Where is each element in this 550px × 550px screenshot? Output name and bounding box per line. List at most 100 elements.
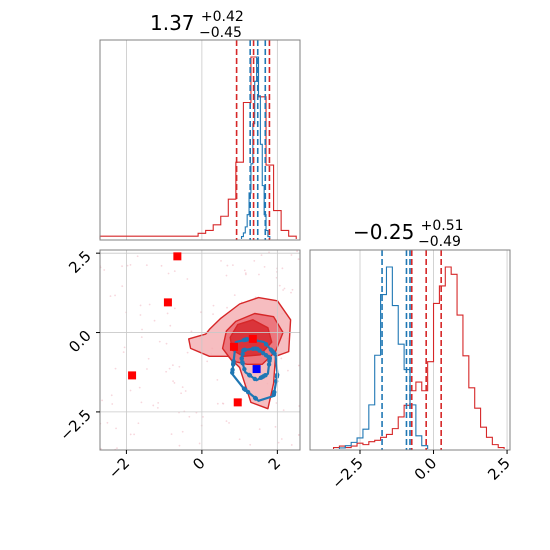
joint-blue-point [230, 370, 235, 375]
marginal-1-grid [126, 40, 278, 240]
joint-sample-point [274, 425, 277, 428]
m1-hist-series-0 [99, 56, 297, 239]
joint-blue-point [242, 366, 247, 372]
joint-sample-point [260, 254, 263, 257]
joint-sample-point [258, 273, 260, 276]
joint-sample-point [282, 409, 285, 411]
joint-panel: −2 0 2 −2.5 0.0 2.5 [56, 247, 301, 482]
joint-sample-point [114, 367, 117, 370]
marginal-2-title-sup: +0.51 [421, 218, 464, 234]
joint-sample-point [146, 368, 148, 370]
joint-sample-point [152, 404, 155, 407]
joint-sample-point [157, 401, 160, 404]
joint-blue-point [231, 360, 236, 365]
joint-x-ticks: −2 0 2 [105, 450, 284, 482]
joint-blue-point [267, 358, 272, 364]
joint-sample-point [180, 392, 183, 395]
joint-sample-point [173, 382, 176, 384]
joint-sample-point [140, 401, 143, 404]
joint-sample-point [168, 367, 171, 370]
joint-sample-point [156, 406, 159, 409]
joint-y-ticks: −2.5 0.0 2.5 [56, 247, 100, 444]
joint-sample-point [212, 304, 215, 307]
joint-sample-point [129, 389, 132, 392]
joint-red-square-4 [229, 342, 238, 351]
m2-hist-series-1 [338, 266, 429, 449]
joint-sample-point [290, 291, 292, 294]
joint-sample-point [220, 259, 222, 262]
joint-sample-point [171, 364, 174, 367]
m2-xtick-label-0: −2.5 [328, 454, 366, 492]
joint-sample-point [111, 403, 114, 405]
joint-red-square-2 [128, 371, 137, 380]
marginal-2-title-sub: −0.49 [418, 234, 461, 250]
joint-sample-point [101, 399, 103, 402]
joint-sample-point [216, 402, 219, 405]
joint-sample-point [228, 422, 230, 424]
joint-sample-point [178, 444, 181, 447]
joint-blue-point [252, 376, 258, 382]
joint-sample-point [129, 263, 132, 266]
joint-sample-point [226, 264, 229, 267]
joint-sample-point [198, 442, 201, 445]
joint-sample-point [147, 357, 150, 360]
marginal-2-title-value: −0.25 [353, 220, 414, 244]
joint-blue-point [240, 359, 245, 365]
joint-sample-point [184, 390, 187, 392]
joint-sample-point [141, 328, 143, 331]
joint-sample-point [297, 434, 300, 436]
joint-sample-point [121, 285, 124, 288]
joint-sample-point [238, 438, 241, 441]
marginal-2-title: −0.25 +0.51 [353, 218, 464, 244]
joint-sample-point [109, 295, 112, 298]
marginal-1-histograms [99, 56, 297, 239]
joint-sample-point [133, 433, 136, 436]
joint-sample-point [263, 266, 266, 268]
joint-sample-point [178, 365, 181, 368]
joint-blue-point [263, 342, 269, 347]
joint-sample-point [126, 264, 129, 267]
joint-sample-point [190, 330, 193, 333]
joint-sample-point [188, 415, 191, 418]
joint-red-square-1 [163, 298, 172, 307]
joint-blue-point [252, 395, 258, 401]
joint-blue-point [262, 373, 268, 378]
joint-sample-point [216, 378, 219, 381]
joint-sample-point [202, 415, 204, 418]
m2-xtick-label-1: 0.0 [411, 454, 441, 484]
joint-sample-point [291, 288, 294, 291]
joint-sample-point [136, 255, 139, 258]
joint-sample-point [277, 441, 280, 444]
joint-sample-point [121, 265, 123, 268]
joint-sample-point [278, 284, 281, 287]
joint-sample-point [249, 443, 252, 446]
joint-sample-point [290, 444, 293, 446]
joint-sample-point [122, 351, 125, 354]
joint-sample-point [165, 342, 168, 345]
joint-ytick-label-0: −2.5 [56, 406, 94, 444]
joint-ytick-label-1: 0.0 [65, 327, 95, 357]
joint-sample-point [116, 447, 118, 450]
joint-frame [99, 249, 301, 451]
joint-sample-point [173, 307, 176, 310]
joint-blue-point [270, 349, 275, 354]
m2-hist-series-0 [332, 266, 505, 449]
joint-sample-point [138, 386, 141, 389]
joint-sample-point [106, 421, 109, 424]
marginal-1-quantile-lines [235, 40, 271, 240]
joint-xtick-label-1: 0 [189, 454, 208, 473]
joint-sample-point [290, 254, 293, 256]
joint-sample-point [244, 273, 247, 276]
marginal-2-histograms [332, 266, 505, 449]
marginal-1-title-value: 1.37 [150, 11, 195, 35]
joint-sample-point [282, 289, 285, 291]
joint-sample-point [165, 370, 168, 373]
joint-sample-point [114, 294, 116, 297]
joint-sample-point [167, 272, 170, 275]
joint-blue-point [255, 346, 260, 352]
joint-sample-point [148, 303, 151, 306]
joint-blue-point [274, 374, 280, 379]
joint-xtick-label-2: 2 [265, 454, 284, 473]
joint-red-square-5 [233, 398, 242, 407]
